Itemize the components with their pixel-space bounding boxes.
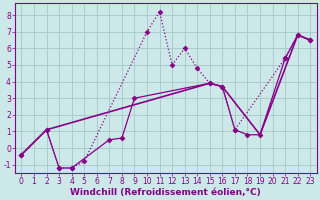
X-axis label: Windchill (Refroidissement éolien,°C): Windchill (Refroidissement éolien,°C) bbox=[70, 188, 261, 197]
